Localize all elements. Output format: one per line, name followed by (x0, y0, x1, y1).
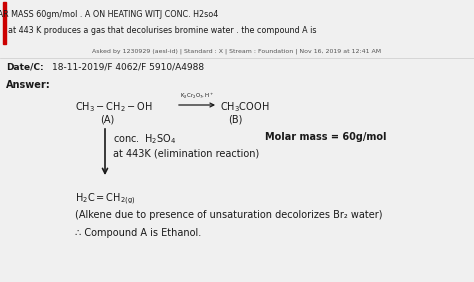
Text: Date/C:: Date/C: (6, 63, 44, 72)
Text: ∴ Compound A is Ethanol.: ∴ Compound A is Ethanol. (75, 228, 201, 238)
Text: $\mathrm{CH_3COOH}$: $\mathrm{CH_3COOH}$ (220, 100, 269, 114)
Text: at 443 K produces a gas that decolurises bromine water . the compound A is: at 443 K produces a gas that decolurises… (8, 26, 317, 35)
Text: at 443K (elimination reaction): at 443K (elimination reaction) (113, 148, 259, 158)
Text: $\mathrm{CH_3 - CH_2 - OH}$: $\mathrm{CH_3 - CH_2 - OH}$ (75, 100, 153, 114)
Text: GIVES B WITH MOLECULAR MASS 60gm/mol . A ON HEATING WITJ CONC. H2so4: GIVES B WITH MOLECULAR MASS 60gm/mol . A… (0, 10, 219, 19)
Text: $\mathrm{H_2C = CH_{2(g)}}$: $\mathrm{H_2C = CH_{2(g)}}$ (75, 192, 136, 207)
Text: 18-11-2019/F 4062/F 5910/A4988: 18-11-2019/F 4062/F 5910/A4988 (52, 63, 204, 72)
Bar (3, 2, 6, 44)
Text: Answer:: Answer: (6, 80, 51, 90)
Text: $\mathrm{conc.\ H_2SO_4}$: $\mathrm{conc.\ H_2SO_4}$ (113, 132, 176, 146)
Text: (B): (B) (228, 114, 242, 124)
Text: (Alkene due to presence of unsaturation decolorizes Br₂ water): (Alkene due to presence of unsaturation … (75, 210, 383, 220)
Text: $\mathrm{K_2Cr_2O_7,H^+}$: $\mathrm{K_2Cr_2O_7,H^+}$ (180, 91, 214, 101)
Text: (A): (A) (100, 114, 114, 124)
Text: Asked by 1230929 (aesl-id) | Standard : X | Stream : Foundation | Nov 16, 2019 a: Asked by 1230929 (aesl-id) | Standard : … (92, 48, 382, 54)
Text: Molar mass = 60g/mol: Molar mass = 60g/mol (265, 132, 386, 142)
